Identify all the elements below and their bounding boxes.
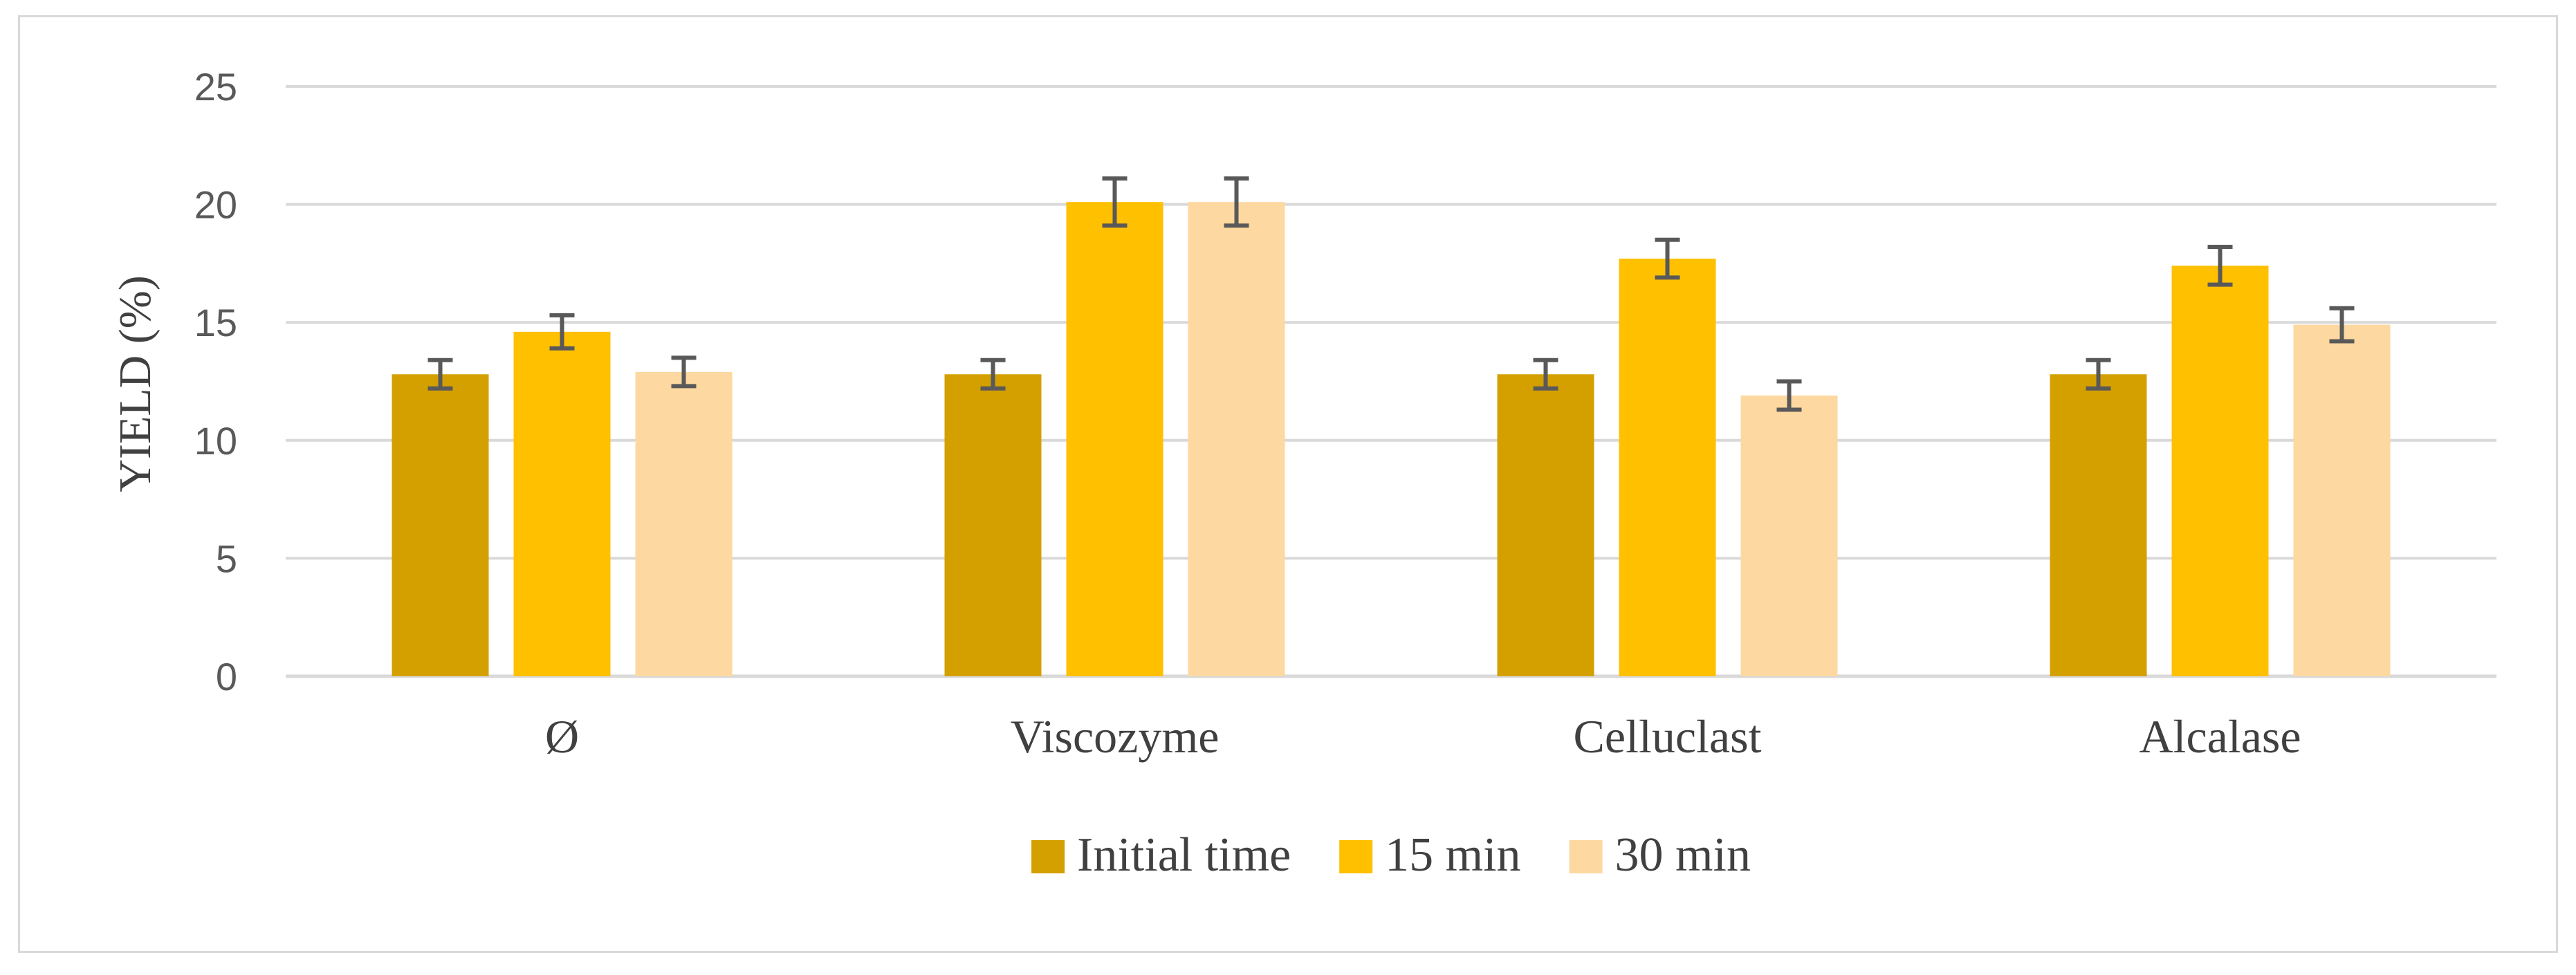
bar-30-min-0	[635, 371, 733, 676]
y-tick-label: 20	[194, 183, 237, 227]
x-category-label: Ø	[545, 710, 579, 763]
legend-item: 30 min	[1569, 828, 1751, 882]
x-category-label: Viscozyme	[1011, 710, 1220, 763]
error-bar	[980, 358, 1006, 391]
error-bar	[549, 313, 575, 351]
legend: Initial time 15 min 30 min	[1031, 828, 1751, 882]
bar-30-min-1	[1188, 202, 1285, 676]
error-bar	[1533, 358, 1558, 391]
error-bar	[2086, 358, 2111, 391]
legend-item: 15 min	[1339, 828, 1521, 882]
error-bar	[671, 355, 697, 389]
x-axis-labels: Ø Viscozyme Celluclast Alcalase	[545, 710, 2301, 763]
error-bar	[427, 358, 453, 391]
bar-15-min-1	[1066, 202, 1163, 676]
chart-frame: 0 5 10 15 20 25 Ø Viscozyme Celluclast Alcalase …	[18, 15, 2558, 953]
bars	[392, 202, 2391, 676]
legend-item: Initial time	[1031, 828, 1291, 882]
legend-swatch	[1339, 840, 1373, 873]
x-category-label: Celluclast	[1574, 710, 1762, 763]
legend-label: Initial time	[1077, 828, 1291, 882]
bar-initial-time-3	[2050, 374, 2147, 676]
gridlines	[286, 85, 2496, 678]
x-category-label: Alcalase	[2139, 710, 2301, 763]
bar-15-min-0	[513, 331, 611, 676]
legend-label: 15 min	[1385, 828, 1520, 882]
legend-label: 30 min	[1615, 828, 1751, 882]
error-bar	[1224, 176, 1249, 228]
y-axis-ticks: 0 5 10 15 20 25	[194, 65, 237, 698]
error-bars	[427, 176, 2355, 412]
y-tick-label: 25	[194, 65, 237, 109]
bar-initial-time-0	[392, 374, 489, 676]
y-tick-label: 0	[216, 655, 237, 698]
legend-swatch	[1031, 840, 1065, 873]
error-bar	[2207, 245, 2233, 287]
error-bar	[1655, 237, 1680, 280]
bar-initial-time-1	[944, 374, 1042, 676]
error-bar	[1102, 176, 1128, 228]
legend-swatch	[1569, 840, 1603, 873]
y-tick-label: 10	[194, 419, 237, 463]
bar-30-min-2	[1740, 395, 1838, 676]
error-bar	[1776, 379, 1802, 412]
bar-initial-time-2	[1497, 374, 1594, 676]
error-bar	[2329, 306, 2355, 344]
y-axis-title: YIELD (%)	[110, 275, 160, 492]
bar-15-min-3	[2171, 266, 2269, 676]
y-tick-label: 15	[194, 301, 237, 344]
bar-15-min-2	[1619, 259, 1716, 676]
bar-30-min-3	[2293, 324, 2391, 676]
y-tick-label: 5	[216, 537, 237, 580]
